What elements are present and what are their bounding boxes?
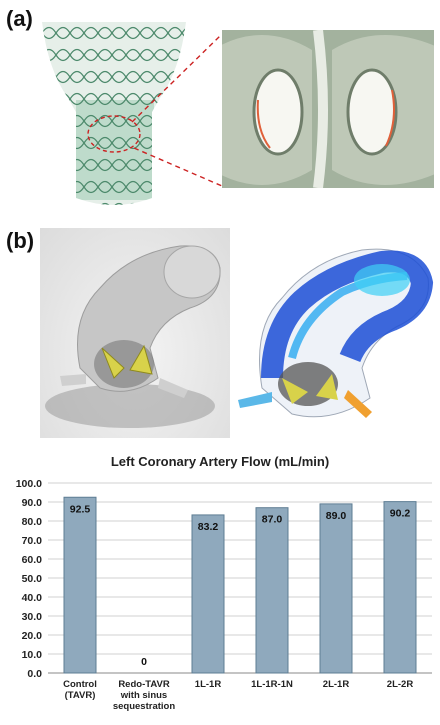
bar-value-label: 92.5 bbox=[70, 503, 91, 515]
panel-b-figure bbox=[0, 228, 440, 438]
x-tick-label: Redo-TAVR bbox=[118, 679, 170, 690]
bar bbox=[63, 496, 97, 674]
chart-bars bbox=[63, 496, 417, 674]
panel-a-figure bbox=[0, 0, 440, 225]
stent-illustration bbox=[42, 22, 223, 205]
zoom-region-circle bbox=[87, 115, 141, 153]
bar-value-label: 83.2 bbox=[198, 521, 219, 533]
bar bbox=[319, 503, 353, 674]
y-tick-label: 40.0 bbox=[22, 592, 43, 604]
chart-title: Left Coronary Artery Flow (mL/min) bbox=[110, 454, 330, 469]
x-tick-label: 2L-1R bbox=[323, 679, 350, 690]
bar-value-label: 87.0 bbox=[262, 514, 283, 526]
panel-a-label: (a) bbox=[6, 6, 33, 31]
y-tick-label: 10.0 bbox=[22, 649, 43, 661]
x-tick-label: 1L-1R bbox=[195, 679, 222, 690]
bar-value-label: 89.0 bbox=[326, 510, 347, 522]
bar-value-labels: 92.5 0 83.2 87.0 89.0 90.2 bbox=[70, 503, 411, 668]
y-tick-label: 30.0 bbox=[22, 611, 43, 623]
x-tick-label: (TAVR) bbox=[65, 690, 96, 701]
x-tick-label: with sinus bbox=[120, 690, 167, 701]
y-tick-label: 20.0 bbox=[22, 630, 43, 642]
bar bbox=[383, 501, 417, 674]
y-tick-label: 90.0 bbox=[22, 497, 43, 509]
left-coronary-flow-chart: 0.0 10.0 20.0 30.0 40.0 50.0 60.0 70.0 80.0 90.0 1… bbox=[16, 478, 432, 712]
x-tick-label: 2L-2R bbox=[387, 679, 414, 690]
flow-simulation-render bbox=[232, 228, 440, 438]
y-tick-label: 100.0 bbox=[16, 478, 42, 490]
bar-value-label: 90.2 bbox=[390, 508, 411, 520]
y-tick-label: 0.0 bbox=[27, 668, 42, 680]
zoom-leader-line-bottom bbox=[133, 147, 223, 187]
y-tick-label: 60.0 bbox=[22, 554, 43, 566]
zoom-leader-line-top bbox=[131, 33, 223, 123]
bar bbox=[255, 507, 289, 674]
y-tick-label: 80.0 bbox=[22, 516, 43, 528]
panel-b-label: (b) bbox=[6, 228, 35, 253]
x-tick-label: Control bbox=[63, 679, 97, 690]
y-tick-label: 70.0 bbox=[22, 535, 43, 547]
bar bbox=[191, 514, 225, 674]
aortic-root-model bbox=[40, 228, 230, 438]
x-tick-label: 1L-1R-1N bbox=[251, 679, 293, 690]
chart-gridlines bbox=[48, 482, 432, 674]
bar-value-label: 0 bbox=[141, 656, 147, 668]
y-axis-ticks: 0.0 10.0 20.0 30.0 40.0 50.0 60.0 70.0 80.0 90.0 1… bbox=[16, 478, 42, 680]
y-tick-label: 50.0 bbox=[22, 573, 43, 585]
zoomed-stent-photo bbox=[222, 30, 434, 188]
x-tick-label: sequestration bbox=[113, 701, 175, 712]
